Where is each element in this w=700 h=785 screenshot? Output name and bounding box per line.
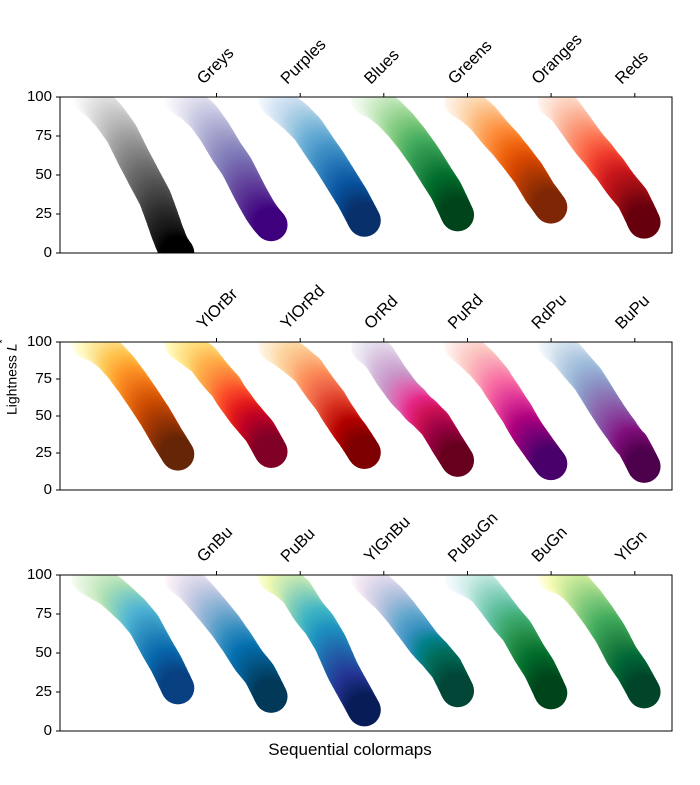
svg-text:100: 100 [27,88,52,105]
svg-text:50: 50 [35,166,52,183]
svg-text:50: 50 [35,644,52,661]
svg-text:25: 25 [35,444,52,461]
svg-text:100: 100 [27,566,52,583]
svg-text:25: 25 [35,205,52,222]
svg-text:0: 0 [44,481,52,498]
svg-text:50: 50 [35,407,52,424]
svg-text:0: 0 [44,722,52,739]
svg-text:0: 0 [44,244,52,261]
svg-text:75: 75 [35,605,52,622]
svg-text:100: 100 [27,333,52,350]
svg-text:75: 75 [35,370,52,387]
svg-text:75: 75 [35,127,52,144]
svg-text:25: 25 [35,683,52,700]
